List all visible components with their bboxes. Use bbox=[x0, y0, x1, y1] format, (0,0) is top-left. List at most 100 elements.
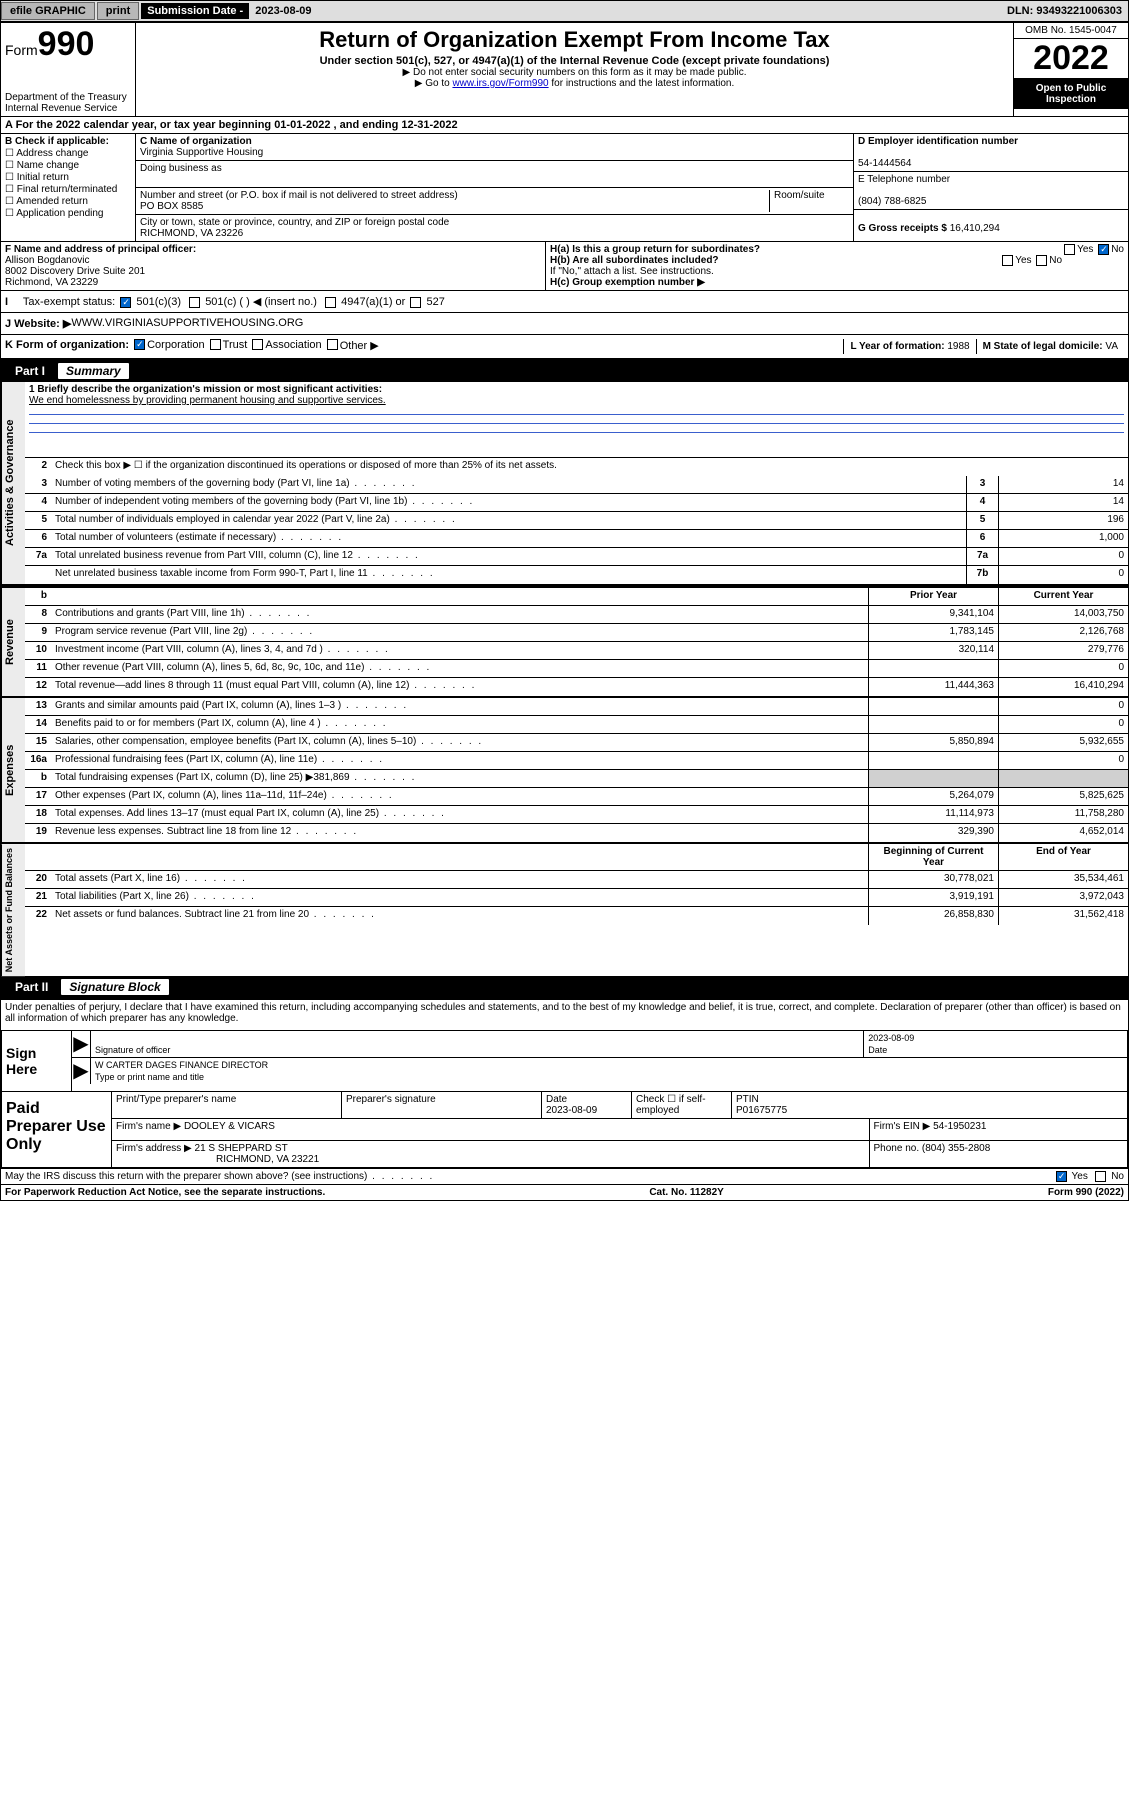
line-text: Net assets or fund balances. Subtract li… bbox=[51, 907, 868, 925]
firm-phone-label: Phone no. bbox=[874, 1143, 922, 1154]
chk-501c[interactable] bbox=[189, 297, 200, 308]
current-year-val: 0 bbox=[998, 660, 1128, 677]
prior-year-val: 320,114 bbox=[868, 642, 998, 659]
header-right: OMB No. 1545-0047 2022 Open to Public In… bbox=[1013, 23, 1128, 116]
current-year-val: 16,410,294 bbox=[998, 678, 1128, 696]
prior-year-val bbox=[868, 770, 998, 787]
chk-initial-return[interactable]: ☐ Initial return bbox=[5, 172, 131, 183]
hb-row: H(b) Are all subordinates included? Yes … bbox=[550, 255, 1124, 266]
section-bcd: B Check if applicable: ☐ Address change … bbox=[1, 134, 1128, 242]
prep-sig-hdr: Preparer's signature bbox=[342, 1092, 542, 1118]
chk-address-change[interactable]: ☐ Address change bbox=[5, 148, 131, 159]
chk-501c3[interactable] bbox=[120, 297, 131, 308]
addr-value: PO BOX 8585 bbox=[140, 201, 203, 212]
irs-link[interactable]: www.irs.gov/Form990 bbox=[452, 78, 548, 89]
data-line: 21 Total liabilities (Part X, line 26) 3… bbox=[25, 889, 1128, 907]
current-year-val: 11,758,280 bbox=[998, 806, 1128, 823]
begin-year-hdr: Beginning of Current Year bbox=[868, 844, 998, 870]
chk-527[interactable] bbox=[410, 297, 421, 308]
chk-other[interactable] bbox=[327, 339, 338, 350]
sig-date-label: Date bbox=[868, 1045, 887, 1055]
form-num: 990 bbox=[38, 25, 95, 63]
chk-assoc[interactable] bbox=[252, 339, 263, 350]
officer-printed-name: W CARTER DAGES FINANCE DIRECTOR bbox=[95, 1060, 1123, 1072]
chk-amended[interactable]: ☐ Amended return bbox=[5, 196, 131, 207]
omb-number: OMB No. 1545-0047 bbox=[1014, 23, 1128, 39]
gov-box: 4 bbox=[966, 494, 998, 511]
vtab-net-assets: Net Assets or Fund Balances bbox=[1, 844, 25, 976]
form-word: Form bbox=[5, 42, 38, 58]
city-label: City or town, state or province, country… bbox=[140, 217, 449, 228]
line-text: Program service revenue (Part VIII, line… bbox=[51, 624, 868, 641]
website-value: WWW.VIRGINIASUPPORTIVEHOUSING.ORG bbox=[71, 317, 303, 330]
prior-year-val: 11,444,363 bbox=[868, 678, 998, 696]
gov-line: 5 Total number of individuals employed i… bbox=[25, 512, 1128, 530]
data-line: 18 Total expenses. Add lines 13–17 (must… bbox=[25, 806, 1128, 824]
hb-no[interactable] bbox=[1036, 255, 1047, 266]
form-header: Form990 Department of the Treasury Inter… bbox=[1, 23, 1128, 117]
part1-num: Part I bbox=[7, 364, 53, 378]
gov-val: 1,000 bbox=[998, 530, 1128, 547]
officer-addr2: Richmond, VA 23229 bbox=[5, 277, 98, 288]
efile-btn[interactable]: efile GRAPHIC bbox=[1, 2, 95, 20]
current-year-val: 0 bbox=[998, 752, 1128, 769]
line-2: 2 Check this box ▶ ☐ if the organization… bbox=[25, 458, 1128, 476]
line-text: Total liabilities (Part X, line 26) bbox=[51, 889, 868, 906]
print-btn[interactable]: print bbox=[97, 2, 139, 20]
mission-text: We end homelessness by providing permane… bbox=[29, 395, 1124, 406]
line-text: Salaries, other compensation, employee b… bbox=[51, 734, 868, 751]
gov-box: 5 bbox=[966, 512, 998, 529]
gross-value: 16,410,294 bbox=[950, 223, 1000, 234]
vtab-expenses: Expenses bbox=[1, 698, 25, 842]
na-header: Beginning of Current Year End of Year bbox=[25, 844, 1128, 871]
data-line: 20 Total assets (Part X, line 16) 30,778… bbox=[25, 871, 1128, 889]
header-mid: Return of Organization Exempt From Incom… bbox=[136, 23, 1013, 116]
chk-trust[interactable] bbox=[210, 339, 221, 350]
current-year-val: 14,003,750 bbox=[998, 606, 1128, 623]
open-to-public: Open to Public Inspection bbox=[1014, 79, 1128, 109]
governance-section: Activities & Governance 1 Briefly descri… bbox=[1, 382, 1128, 586]
gov-text: Total number of volunteers (estimate if … bbox=[51, 530, 966, 547]
ha-yes[interactable] bbox=[1064, 244, 1075, 255]
line-text: Total assets (Part X, line 16) bbox=[51, 871, 868, 888]
prep-name-hdr: Print/Type preparer's name bbox=[112, 1092, 342, 1118]
line-text: Other expenses (Part IX, column (A), lin… bbox=[51, 788, 868, 805]
part2-header: Part II Signature Block bbox=[1, 976, 1128, 998]
line-text: Other revenue (Part VIII, column (A), li… bbox=[51, 660, 868, 677]
cat-no: Cat. No. 11282Y bbox=[649, 1187, 723, 1198]
chk-final-return[interactable]: ☐ Final return/terminated bbox=[5, 184, 131, 195]
line-text: Professional fundraising fees (Part IX, … bbox=[51, 752, 868, 769]
prior-year-val: 5,264,079 bbox=[868, 788, 998, 805]
arrow-icon: ▶ bbox=[72, 1031, 90, 1057]
chk-4947[interactable] bbox=[325, 297, 336, 308]
discuss-yes[interactable] bbox=[1056, 1171, 1067, 1182]
discuss-no[interactable] bbox=[1095, 1171, 1106, 1182]
hb-yes[interactable] bbox=[1002, 255, 1013, 266]
current-year-val: 0 bbox=[998, 716, 1128, 733]
addr-label: Number and street (or P.O. box if mail i… bbox=[140, 190, 458, 201]
two-col-header: b Prior Year Current Year bbox=[25, 588, 1128, 606]
org-name: Virginia Supportive Housing bbox=[140, 147, 263, 158]
gov-line: 4 Number of independent voting members o… bbox=[25, 494, 1128, 512]
prep-header-row: Print/Type preparer's name Preparer's si… bbox=[112, 1092, 1127, 1119]
address-row: Number and street (or P.O. box if mail i… bbox=[136, 188, 853, 215]
prior-year-val bbox=[868, 698, 998, 715]
status-text: Tax-exempt status: bbox=[23, 296, 115, 308]
firm-ein: 54-1950231 bbox=[933, 1121, 986, 1132]
dept-treasury: Department of the Treasury bbox=[5, 92, 131, 103]
vtab-revenue: Revenue bbox=[1, 588, 25, 696]
chk-name-change[interactable]: ☐ Name change bbox=[5, 160, 131, 171]
firm-phone: (804) 355-2808 bbox=[922, 1143, 990, 1154]
chk-application-pending[interactable]: ☐ Application pending bbox=[5, 208, 131, 219]
prep-date-cell: Date2023-08-09 bbox=[542, 1092, 632, 1118]
ein-value: 54-1444564 bbox=[858, 158, 911, 169]
data-line: 9 Program service revenue (Part VIII, li… bbox=[25, 624, 1128, 642]
gov-text: Total unrelated business revenue from Pa… bbox=[51, 548, 966, 565]
data-line: b Total fundraising expenses (Part IX, c… bbox=[25, 770, 1128, 788]
dln: DLN: 93493221006303 bbox=[1001, 3, 1128, 19]
principal-officer: F Name and address of principal officer:… bbox=[1, 242, 546, 290]
col-c: C Name of organization Virginia Supporti… bbox=[136, 134, 853, 241]
chk-corp[interactable] bbox=[134, 339, 145, 350]
form-container: Form990 Department of the Treasury Inter… bbox=[0, 22, 1129, 1201]
ha-no[interactable] bbox=[1098, 244, 1109, 255]
